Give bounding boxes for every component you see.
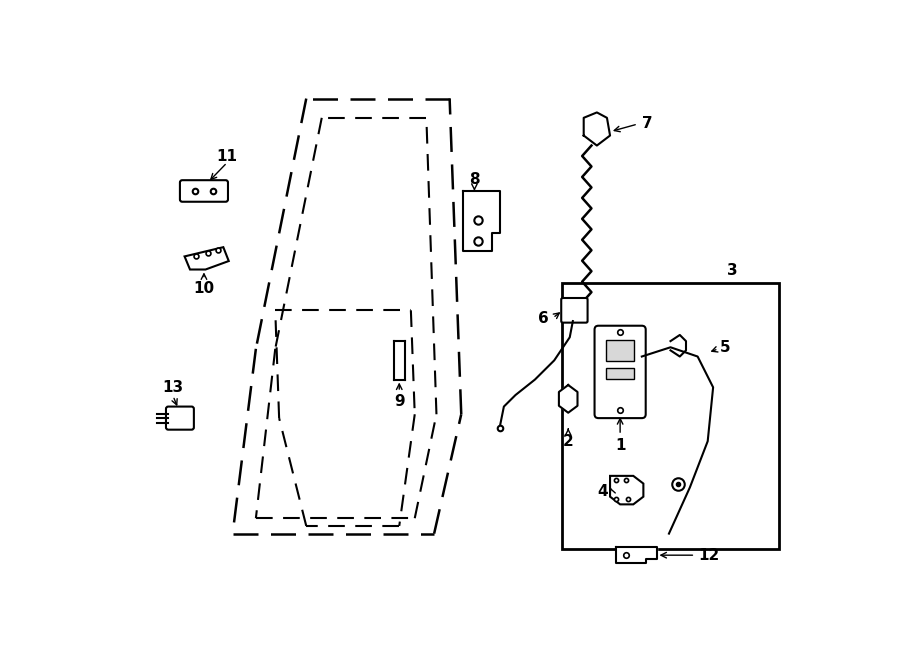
- Text: 6: 6: [538, 311, 549, 325]
- Polygon shape: [670, 335, 686, 356]
- Text: 5: 5: [719, 340, 730, 355]
- Text: 10: 10: [194, 282, 214, 296]
- Polygon shape: [616, 547, 657, 563]
- Text: 4: 4: [597, 484, 608, 499]
- Bar: [562, 284, 779, 549]
- FancyBboxPatch shape: [180, 180, 228, 202]
- Text: 12: 12: [698, 548, 720, 563]
- Text: 7: 7: [642, 116, 652, 132]
- FancyBboxPatch shape: [595, 326, 645, 418]
- Text: 8: 8: [469, 172, 480, 187]
- Bar: [607, 340, 634, 361]
- Polygon shape: [559, 385, 578, 412]
- Bar: [607, 368, 634, 379]
- Polygon shape: [463, 191, 500, 251]
- Text: 13: 13: [162, 380, 184, 395]
- Polygon shape: [584, 112, 610, 145]
- Text: 2: 2: [562, 434, 573, 449]
- FancyBboxPatch shape: [562, 298, 588, 323]
- Text: 9: 9: [394, 394, 405, 408]
- Text: 3: 3: [727, 263, 738, 278]
- Text: 11: 11: [217, 149, 238, 164]
- Text: 1: 1: [615, 438, 626, 453]
- FancyBboxPatch shape: [166, 407, 194, 430]
